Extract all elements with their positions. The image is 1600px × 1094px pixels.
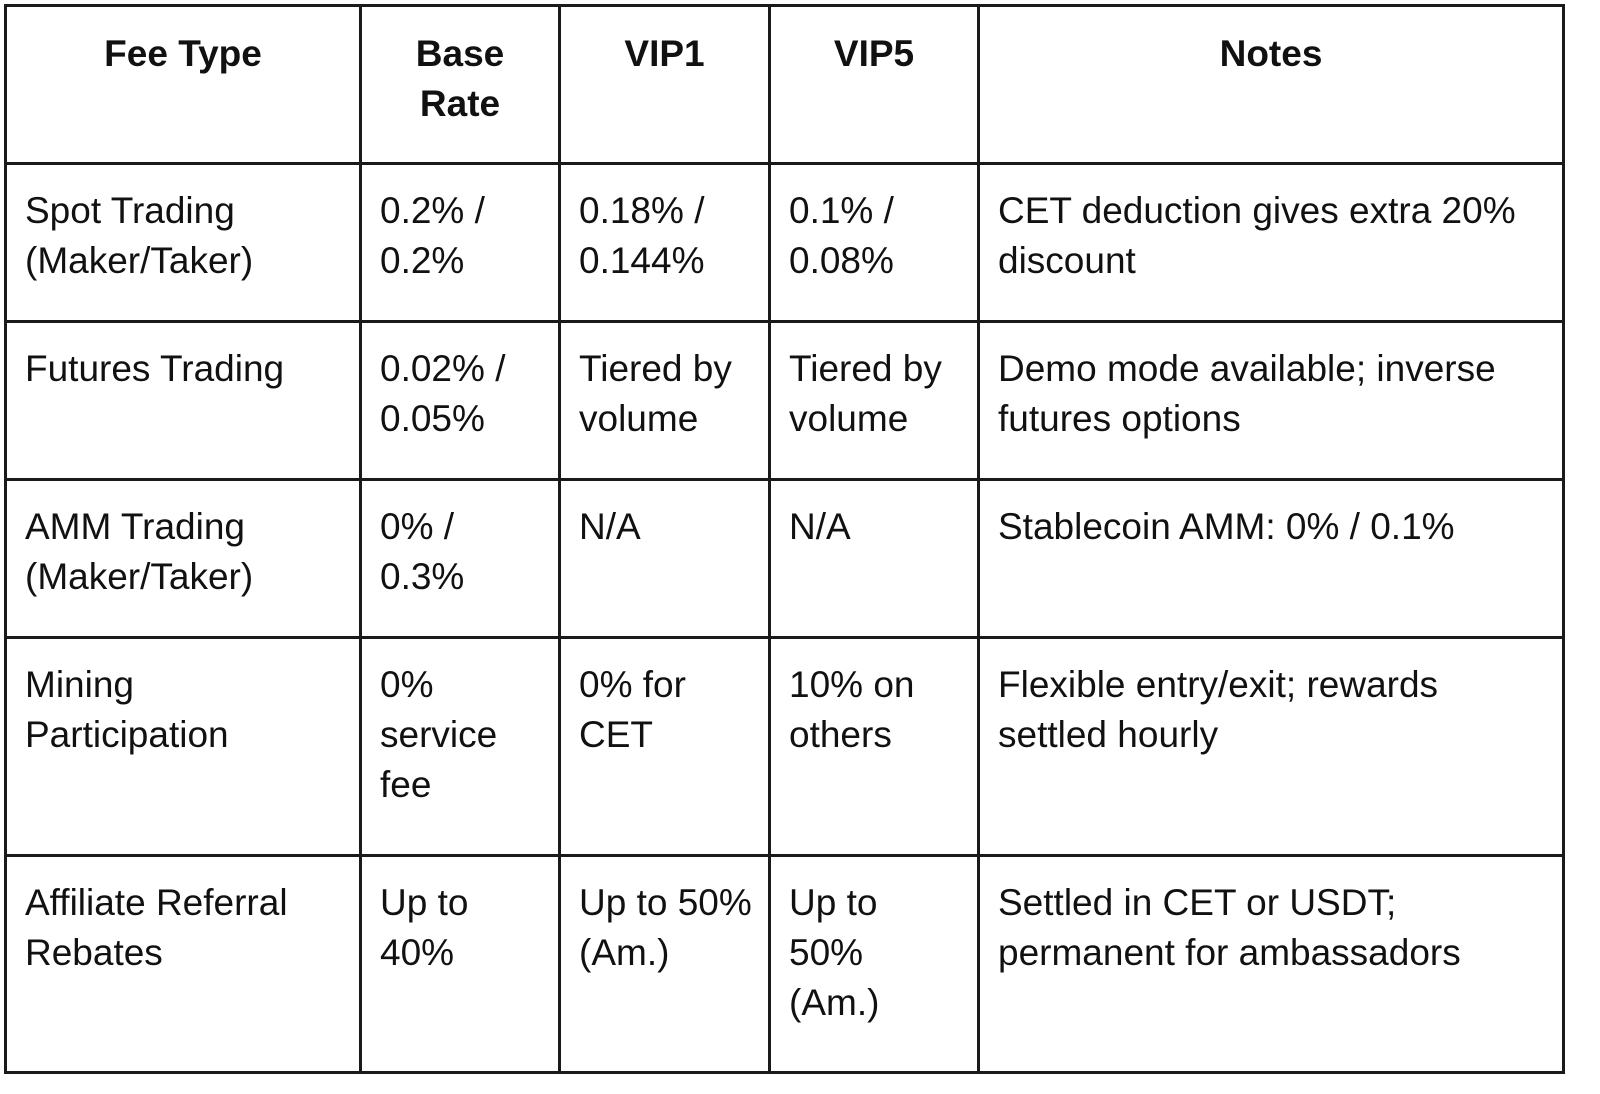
cell-fee-type: Futures Trading <box>4 320 362 481</box>
cell-vip5: Up to 50% (Am.) <box>768 854 980 1074</box>
cell-fee-type: Spot Trading (Maker/Taker) <box>4 162 362 323</box>
header-fee-type: Fee Type <box>4 4 362 165</box>
cell-fee-type: Affiliate Referral Rebates <box>4 854 362 1074</box>
cell-vip1: 0.18% / 0.144% <box>558 162 771 323</box>
cell-notes: Stablecoin AMM: 0% / 0.1% <box>977 478 1565 639</box>
table-row: Futures Trading 0.02% / 0.05% Tiered by … <box>4 320 1565 481</box>
cell-vip1: N/A <box>558 478 771 639</box>
table-row: Spot Trading (Maker/Taker) 0.2% / 0.2% 0… <box>4 162 1565 323</box>
cell-base-rate: 0.2% / 0.2% <box>359 162 561 323</box>
cell-vip1: Tiered by volume <box>558 320 771 481</box>
header-row: Fee Type Base Rate VIP1 VIP5 Notes <box>4 4 1565 165</box>
fee-comparison-table: Fee Type Base Rate VIP1 VIP5 Notes Spot … <box>4 4 1565 1074</box>
cell-base-rate: 0% service fee <box>359 636 561 857</box>
cell-notes: CET deduction gives extra 20% discount <box>977 162 1565 323</box>
table-row: Affiliate Referral Rebates Up to 40% Up … <box>4 854 1565 1074</box>
table-row: AMM Trading (Maker/Taker) 0% / 0.3% N/A … <box>4 478 1565 639</box>
table-row: Mining Participation 0% service fee 0% f… <box>4 636 1565 857</box>
cell-notes: Flexible entry/exit; rewards settled hou… <box>977 636 1565 857</box>
cell-base-rate: 0% / 0.3% <box>359 478 561 639</box>
cell-notes: Settled in CET or USDT; permanent for am… <box>977 854 1565 1074</box>
cell-vip5: N/A <box>768 478 980 639</box>
header-vip5: VIP5 <box>768 4 980 165</box>
header-vip1: VIP1 <box>558 4 771 165</box>
cell-fee-type: AMM Trading (Maker/Taker) <box>4 478 362 639</box>
cell-vip1: Up to 50% (Am.) <box>558 854 771 1074</box>
cell-vip5: Tiered by volume <box>768 320 980 481</box>
cell-base-rate: 0.02% / 0.05% <box>359 320 561 481</box>
header-notes: Notes <box>977 4 1565 165</box>
cell-vip5: 10% on others <box>768 636 980 857</box>
cell-vip5: 0.1% / 0.08% <box>768 162 980 323</box>
cell-notes: Demo mode available; inverse futures opt… <box>977 320 1565 481</box>
cell-base-rate: Up to 40% <box>359 854 561 1074</box>
cell-vip1: 0% for CET <box>558 636 771 857</box>
cell-fee-type: Mining Participation <box>4 636 362 857</box>
header-base-rate: Base Rate <box>359 4 561 165</box>
